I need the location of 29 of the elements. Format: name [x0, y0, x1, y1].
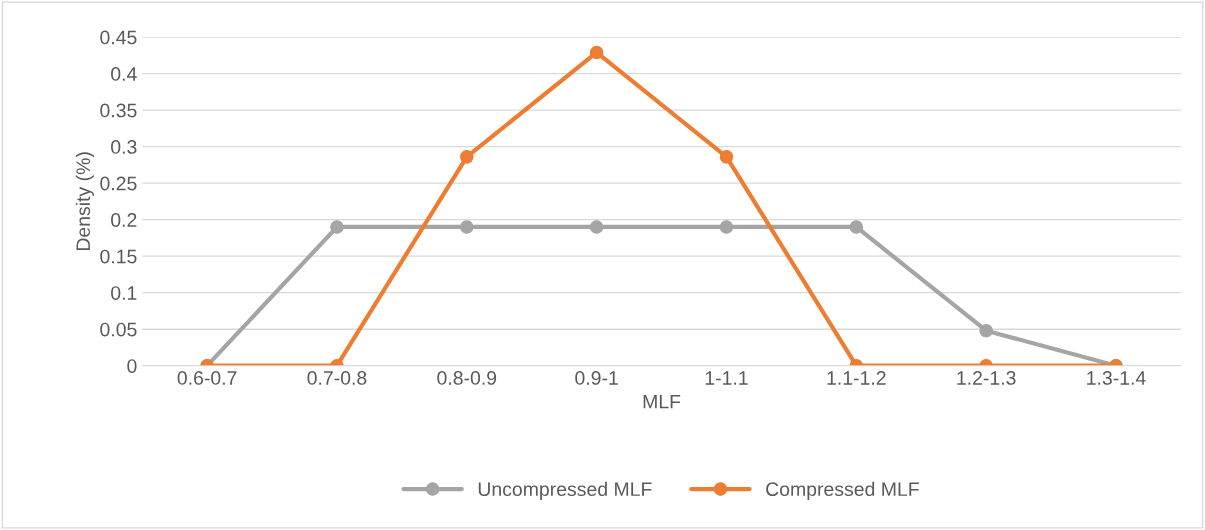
- y-tick-label: 0.45: [100, 30, 137, 45]
- y-tick-label: 0.1: [111, 286, 137, 300]
- y-tick-label: 0.35: [100, 103, 137, 118]
- y-tick-label: 0.3: [111, 140, 137, 154]
- point: [849, 220, 864, 234]
- x-tick-label: 1.2-1.3: [957, 371, 1016, 385]
- point: [460, 150, 474, 164]
- point: [589, 220, 604, 234]
- x-tick-label: 1.3-1.4: [1087, 371, 1146, 385]
- x-tick-label: 0.6-0.7: [177, 371, 237, 385]
- legend-label: Uncompressed MLF: [478, 481, 652, 500]
- x-axis-title: MLF: [643, 394, 681, 409]
- point: [330, 220, 344, 234]
- point: [719, 150, 734, 164]
- y-axis-title: Density (%): [75, 152, 94, 251]
- x-tick-label: 0.9-1: [575, 371, 618, 385]
- point: [460, 220, 474, 234]
- y-tick-label: 0.15: [100, 249, 137, 264]
- x-tick-label: 0.7-0.8: [307, 371, 367, 385]
- y-tick-label: 0.2: [111, 213, 137, 227]
- x-tick-label: 0.8-0.9: [437, 371, 497, 385]
- x-tick-label: 1-1.1: [705, 371, 748, 385]
- point: [719, 220, 734, 234]
- y-tick-label: 0.25: [100, 176, 137, 191]
- y-tick-label: 0.05: [100, 322, 137, 337]
- y-tick-label: 0.4: [111, 67, 137, 81]
- x-tick-label: 1.1-1.2: [827, 371, 886, 385]
- legend-label: Compressed MLF: [766, 481, 919, 500]
- y-tick-label: 0: [127, 359, 137, 373]
